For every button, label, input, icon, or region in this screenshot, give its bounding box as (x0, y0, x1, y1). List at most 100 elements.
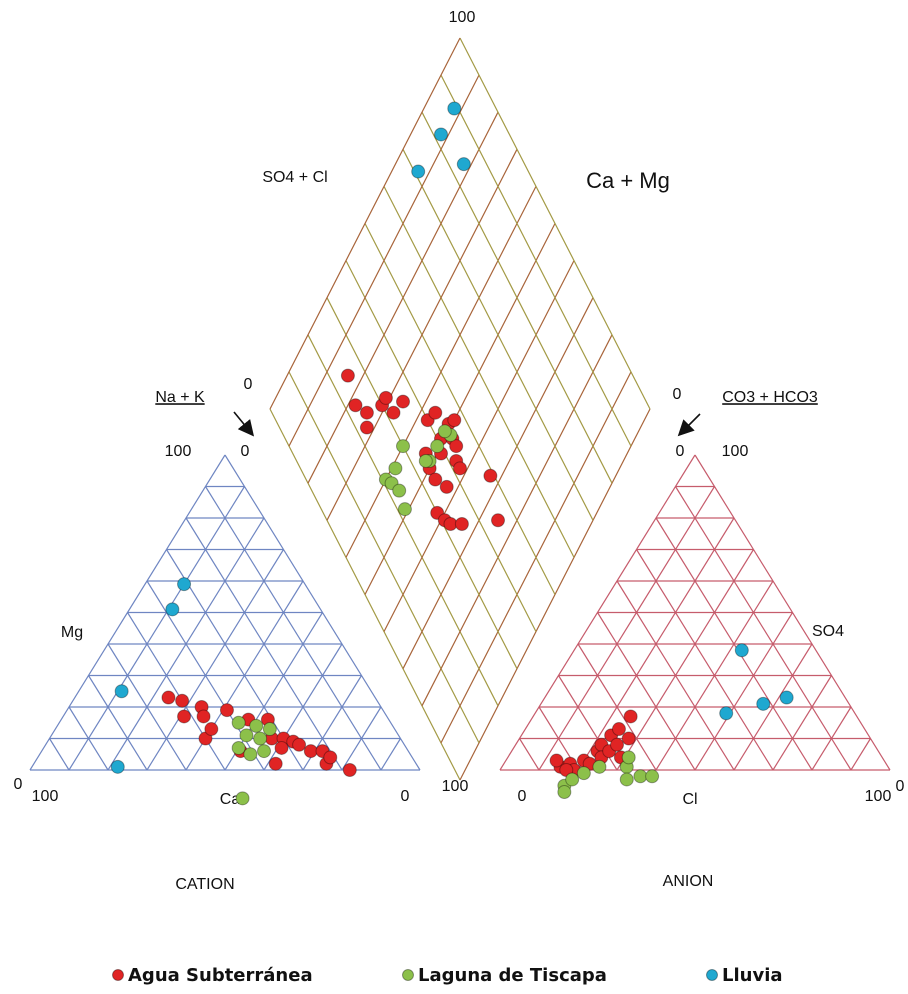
tick-label: 100 (165, 443, 192, 460)
data-point (396, 439, 410, 454)
tick-label: 0 (676, 443, 685, 460)
axis-label: CO3 + HCO3 (722, 389, 818, 406)
data-point (303, 744, 318, 759)
data-point (340, 368, 355, 383)
grid-line (68, 486, 246, 771)
grid-line (29, 454, 226, 771)
grid-line (421, 111, 613, 484)
grid-line (518, 738, 540, 771)
legend-marker (112, 969, 124, 981)
grid-line (269, 37, 461, 410)
data-point (456, 157, 471, 172)
arrow (677, 413, 701, 437)
grid-line (694, 612, 794, 771)
data-point (196, 709, 211, 724)
data-point (439, 479, 454, 494)
data-point (204, 722, 219, 737)
data-point (559, 763, 574, 777)
data-point (557, 785, 572, 800)
grid-line (345, 186, 537, 558)
grid-line (48, 738, 70, 771)
tick-label: 0 (401, 788, 410, 805)
data-point (253, 731, 268, 746)
grid-line (126, 612, 226, 771)
axis-label: Ca + Mg (586, 168, 670, 193)
data-point (175, 693, 190, 708)
grid-line (402, 149, 594, 521)
grid-line (326, 149, 518, 521)
data-point (231, 715, 246, 730)
grid-line (577, 643, 657, 771)
data-point (453, 461, 467, 476)
tick-label: 0 (673, 386, 682, 403)
grid-line (596, 612, 696, 771)
grid-line (674, 486, 852, 771)
data-point (430, 439, 445, 454)
data-point (454, 517, 469, 532)
data-point (177, 709, 192, 724)
data-point (249, 718, 264, 733)
data-point (619, 772, 634, 787)
grid-line (635, 549, 774, 771)
grid-line (616, 549, 755, 771)
data-point (239, 728, 254, 743)
data-point (428, 472, 443, 487)
data-point (359, 405, 374, 420)
data-point (177, 577, 192, 592)
data-point (434, 127, 448, 142)
data-point (449, 439, 464, 454)
data-point (262, 722, 277, 737)
data-point (114, 684, 129, 699)
data-point (719, 706, 734, 721)
data-point (491, 513, 505, 528)
data-point (418, 453, 433, 468)
data-point (110, 759, 125, 774)
data-point (392, 483, 407, 498)
legend-marker (402, 969, 414, 981)
data-point (274, 740, 289, 755)
data-point (611, 722, 626, 737)
data-point (734, 643, 749, 658)
data-point (292, 737, 307, 752)
tick-label: 0 (518, 788, 527, 805)
axis-label: SO4 (812, 623, 844, 640)
tick-label: 0 (14, 776, 23, 793)
data-point (779, 690, 794, 705)
data-point (437, 424, 452, 439)
data-point (565, 772, 580, 787)
tick-label: 0 (241, 443, 250, 460)
grid-line (364, 223, 556, 595)
data-point (428, 405, 443, 420)
axis-label: Mg (61, 624, 83, 641)
data-point (447, 413, 462, 428)
tick-label: 100 (865, 788, 892, 805)
axis-label: Na + K (155, 389, 205, 406)
grid-line (655, 517, 813, 771)
data-point (447, 101, 462, 116)
grid-line (288, 74, 480, 447)
data-point (323, 750, 338, 765)
grid-line (107, 517, 265, 771)
data-point (396, 394, 410, 409)
data-point (592, 759, 607, 774)
grid-line (538, 486, 716, 771)
data-point (165, 602, 180, 617)
data-point (378, 390, 393, 405)
grid-line (383, 186, 575, 558)
tick-label: 0 (896, 778, 905, 795)
legend-text: Agua Subterránea (128, 965, 313, 986)
data-point (397, 502, 412, 517)
data-point (621, 750, 636, 765)
grid-line (850, 738, 872, 771)
axis-label: Ca (220, 791, 241, 808)
data-point (576, 766, 591, 781)
grid-line (204, 486, 382, 771)
data-point (483, 468, 498, 483)
panel-title: CATION (175, 876, 234, 893)
data-point (198, 731, 213, 746)
grid-line (694, 454, 891, 771)
data-point (621, 731, 636, 746)
grid-line (459, 37, 651, 410)
grid-line (440, 74, 632, 447)
